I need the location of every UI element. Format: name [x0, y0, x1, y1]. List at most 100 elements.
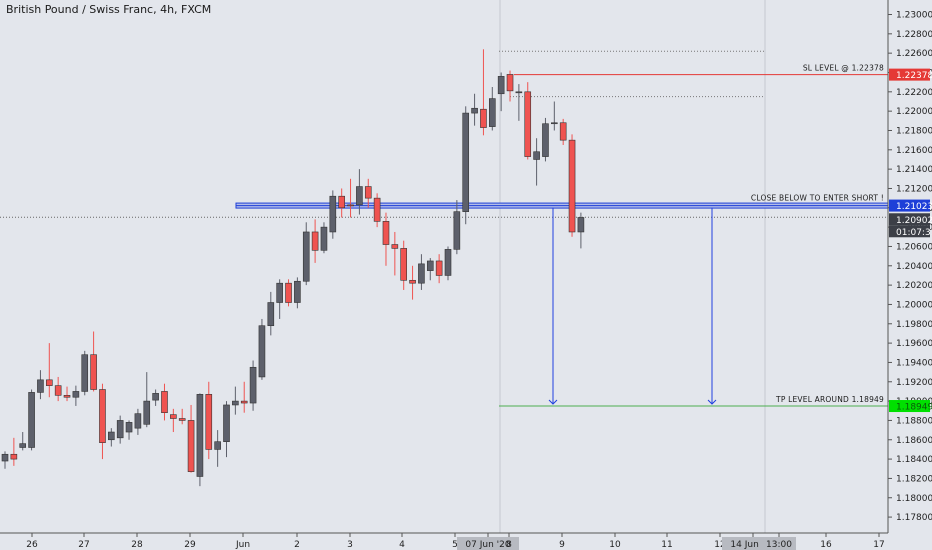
bear-candle [364, 186, 372, 199]
candles [1, 49, 585, 487]
left-target-arrow [548, 207, 558, 405]
time-tick-label: 13:00 [766, 540, 792, 550]
right-target-arrow [707, 207, 717, 405]
bear-candle [187, 420, 195, 472]
time-tick-label: 9 [559, 540, 565, 550]
bull-candle [471, 107, 478, 114]
bull-candle [294, 280, 301, 303]
time-tick-label: 11 [661, 540, 672, 550]
price-tick-label: 1.18600 [896, 436, 932, 446]
bull-candle [214, 441, 221, 450]
bear-candle [311, 231, 319, 251]
price-tick-label: 1.21400 [896, 165, 932, 175]
bull-candle [329, 195, 337, 233]
price-tick-label: 1.22000 [896, 107, 932, 117]
price-tick-label: 1.22800 [896, 30, 932, 40]
sl-price-badge: 1.22378 [896, 71, 932, 81]
time-tick-label: 07 Jun '20 [465, 540, 510, 550]
bull-candle [444, 249, 452, 276]
price-tick-label: 1.18000 [896, 494, 932, 504]
time-tick-label: 28 [131, 540, 143, 550]
sl-price-badge-bg [889, 68, 930, 81]
time-tick-label: 17 [873, 540, 884, 550]
time-tick-label: Jun [235, 540, 250, 550]
price-tick-label: 1.18800 [896, 416, 932, 426]
sl-level-label: SL LEVEL @ 1.22378 [803, 64, 884, 73]
bear-candle [391, 244, 399, 249]
arrow-head [548, 399, 558, 405]
time-highlight-box [762, 537, 796, 550]
bear-candle [99, 389, 106, 443]
bull-candle [453, 211, 461, 250]
bull-candle [356, 186, 363, 206]
bull-candle [551, 122, 558, 125]
bear-candle [90, 354, 97, 390]
bear-candle [373, 197, 381, 222]
time-tick-label: 12 [714, 540, 725, 550]
bull-candle [152, 393, 159, 401]
bear-candle [435, 260, 443, 276]
bull-candle [462, 112, 470, 212]
time-tick-label: 8 [506, 540, 512, 550]
time-tick-label: 3 [347, 540, 353, 550]
bear-candle [409, 279, 416, 284]
time-tick-label: 4 [399, 540, 405, 550]
bull-candle [533, 151, 540, 160]
bull-candle [542, 123, 549, 157]
price-tick-label: 1.18400 [896, 455, 932, 465]
price-tick-label: 1.21600 [896, 146, 932, 156]
bull-candle [1, 453, 9, 462]
bear-candle [338, 195, 345, 209]
time-highlight-box [457, 537, 519, 550]
price-tick-label: 1.18200 [896, 474, 932, 484]
bear-candle [400, 248, 408, 281]
bull-candle [72, 391, 80, 398]
bull-candle [418, 263, 425, 284]
bull-candle [267, 302, 275, 327]
price-tick-label: 1.22200 [896, 88, 932, 98]
bull-candle [232, 400, 239, 406]
grid [499, 0, 766, 533]
bear-candle [63, 395, 71, 398]
bear-candle [45, 379, 53, 386]
price-tick-label: 1.19800 [896, 320, 932, 330]
bear-candle [205, 394, 213, 450]
time-axis[interactable]: 26 27 28 29 Jun 2 3 4 5 07 Jun '208 9 10 11 12 14 Jun … [0, 532, 888, 550]
bull-candle [249, 366, 257, 404]
entry-price-badge-bg [889, 199, 930, 212]
bull-candle [223, 404, 230, 442]
time-tick-label: 16 [820, 540, 832, 550]
price-tick-label: 1.21800 [896, 126, 932, 136]
annotations: SL LEVEL @ 1.22378 CLOSE BELOW TO ENTER S… [751, 64, 884, 404]
bear-candle [382, 221, 390, 245]
bear-candle [347, 204, 354, 207]
bear-candle [170, 414, 177, 419]
entry-price-badge: 1.21023 [896, 202, 932, 212]
time-tick-label: 2 [294, 540, 300, 550]
entry-level-label: CLOSE BELOW TO ENTER SHORT ! [751, 194, 884, 203]
bull-candle [81, 354, 89, 392]
bear-candle [10, 453, 18, 460]
time-tick-label: 26 [26, 540, 38, 550]
time-tick-label: 5 [452, 540, 458, 550]
price-tick-label: 1.19400 [896, 358, 932, 368]
current-price-badge-bg [889, 213, 930, 226]
bull-candle [125, 422, 133, 433]
chart-title: British Pound / Swiss Franc, 4h, FXCM [6, 3, 212, 16]
price-tick-label: 1.23000 [896, 11, 932, 21]
price-tick-label: 1.20200 [896, 281, 932, 291]
bear-candle [559, 122, 567, 141]
bull-candle [497, 76, 505, 95]
bull-candle [116, 420, 124, 439]
bull-candle [28, 392, 35, 448]
bull-candle [320, 226, 328, 251]
price-tick-label: 1.17800 [896, 513, 932, 523]
tp-level-label: TP LEVEL AROUND 1.18949 [775, 395, 884, 404]
bear-candle [240, 400, 248, 404]
bull-candle [258, 325, 266, 378]
bear-candle [568, 139, 576, 233]
arrows [548, 207, 717, 405]
bull-candle [134, 413, 142, 429]
bear-candle [506, 74, 514, 92]
